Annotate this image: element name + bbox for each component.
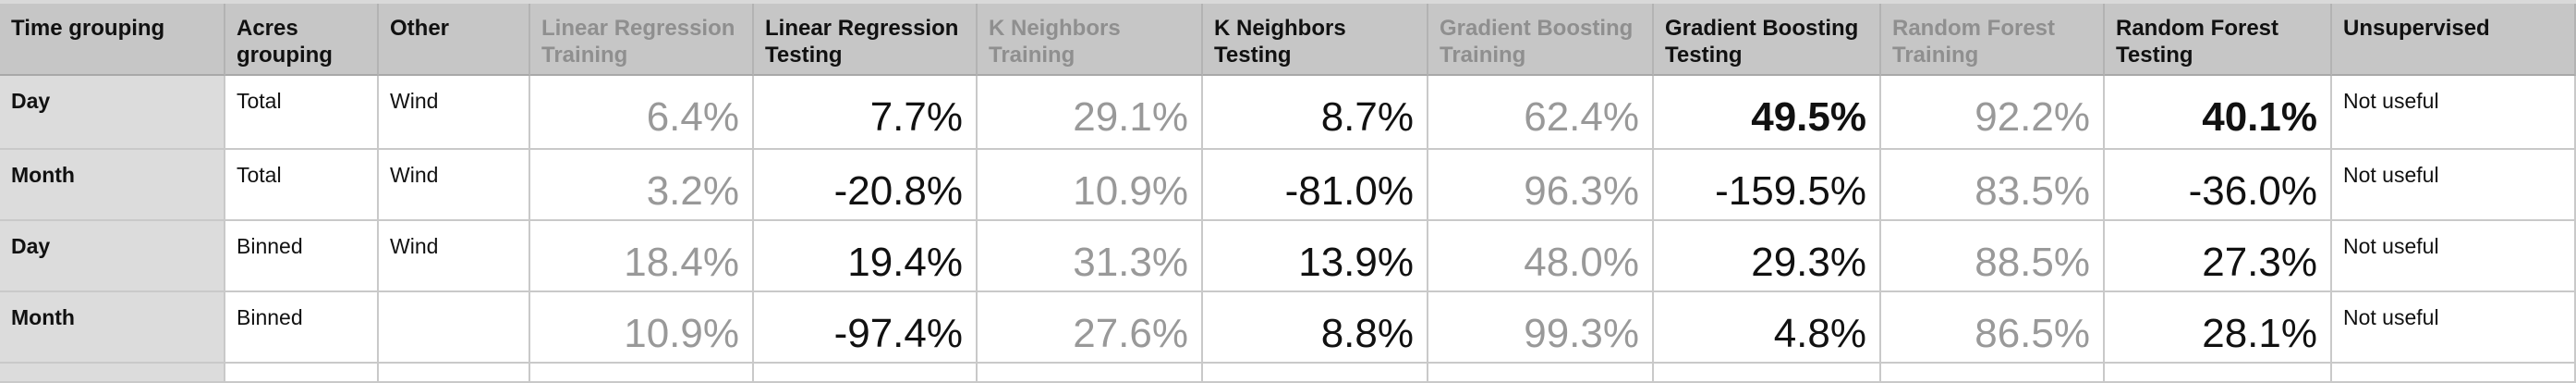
cell-empty[interactable] bbox=[225, 364, 379, 383]
cell-lr-test[interactable]: 7.7% bbox=[754, 76, 978, 150]
cell-empty[interactable] bbox=[530, 364, 754, 383]
cell-rf-test[interactable]: 28.1% bbox=[2105, 292, 2332, 364]
results-table: Time grouping Acres grouping Other Linea… bbox=[0, 4, 2576, 383]
header-gb-training[interactable]: Gradient Boosting Training bbox=[1428, 4, 1654, 76]
cell-kn-test[interactable]: 8.7% bbox=[1203, 76, 1428, 150]
header-other[interactable]: Other bbox=[379, 4, 530, 76]
cell-gb-train[interactable]: 99.3% bbox=[1428, 292, 1654, 364]
cell-acres[interactable]: Total bbox=[225, 150, 379, 221]
cell-empty[interactable] bbox=[1881, 364, 2105, 383]
cell-rf-test[interactable]: 27.3% bbox=[2105, 221, 2332, 292]
cell-unsupervised[interactable]: Not useful bbox=[2332, 292, 2576, 364]
cell-kn-train[interactable]: 27.6% bbox=[978, 292, 1203, 364]
cell-kn-train[interactable]: 31.3% bbox=[978, 221, 1203, 292]
header-lr-testing[interactable]: Linear Regression Testing bbox=[754, 4, 978, 76]
header-kn-testing[interactable]: K Neighbors Testing bbox=[1203, 4, 1428, 76]
cell-other[interactable] bbox=[379, 292, 530, 364]
cell-lr-test[interactable]: -97.4% bbox=[754, 292, 978, 364]
cell-empty[interactable] bbox=[1654, 364, 1881, 383]
cell-rf-train[interactable]: 83.5% bbox=[1881, 150, 2105, 221]
cell-empty[interactable] bbox=[1203, 364, 1428, 383]
cell-acres[interactable]: Total bbox=[225, 76, 379, 150]
cell-rf-train[interactable]: 86.5% bbox=[1881, 292, 2105, 364]
header-acres-grouping[interactable]: Acres grouping bbox=[225, 4, 379, 76]
header-gb-testing[interactable]: Gradient Boosting Testing bbox=[1654, 4, 1881, 76]
cell-unsupervised[interactable]: Not useful bbox=[2332, 150, 2576, 221]
cell-unsupervised[interactable]: Not useful bbox=[2332, 221, 2576, 292]
cell-rf-train[interactable]: 88.5% bbox=[1881, 221, 2105, 292]
cell-time[interactable]: Month bbox=[0, 150, 225, 221]
header-rf-testing[interactable]: Random Forest Testing bbox=[2105, 4, 2332, 76]
cell-lr-train[interactable]: 6.4% bbox=[530, 76, 754, 150]
cell-lr-train[interactable]: 18.4% bbox=[530, 221, 754, 292]
cell-other[interactable]: Wind bbox=[379, 221, 530, 292]
cell-empty[interactable] bbox=[0, 364, 225, 383]
cell-lr-train[interactable]: 10.9% bbox=[530, 292, 754, 364]
cell-empty[interactable] bbox=[754, 364, 978, 383]
header-lr-training[interactable]: Linear Regression Training bbox=[530, 4, 754, 76]
cell-kn-train[interactable]: 29.1% bbox=[978, 76, 1203, 150]
cell-time[interactable]: Month bbox=[0, 292, 225, 364]
cell-rf-train[interactable]: 92.2% bbox=[1881, 76, 2105, 150]
header-kn-training[interactable]: K Neighbors Training bbox=[978, 4, 1203, 76]
cell-time[interactable]: Day bbox=[0, 221, 225, 292]
top-border bbox=[0, 0, 2576, 4]
cell-rf-test[interactable]: 40.1% bbox=[2105, 76, 2332, 150]
cell-gb-test[interactable]: 4.8% bbox=[1654, 292, 1881, 364]
cell-empty[interactable] bbox=[2105, 364, 2332, 383]
cell-gb-test[interactable]: 29.3% bbox=[1654, 221, 1881, 292]
cell-gb-test[interactable]: -159.5% bbox=[1654, 150, 1881, 221]
cell-acres[interactable]: Binned bbox=[225, 221, 379, 292]
cell-gb-train[interactable]: 48.0% bbox=[1428, 221, 1654, 292]
header-unsupervised[interactable]: Unsupervised bbox=[2332, 4, 2576, 76]
cell-empty[interactable] bbox=[379, 364, 530, 383]
cell-rf-test[interactable]: -36.0% bbox=[2105, 150, 2332, 221]
cell-lr-test[interactable]: -20.8% bbox=[754, 150, 978, 221]
cell-empty[interactable] bbox=[2332, 364, 2576, 383]
cell-gb-train[interactable]: 96.3% bbox=[1428, 150, 1654, 221]
cell-other[interactable]: Wind bbox=[379, 76, 530, 150]
cell-gb-train[interactable]: 62.4% bbox=[1428, 76, 1654, 150]
cell-kn-test[interactable]: 13.9% bbox=[1203, 221, 1428, 292]
cell-acres[interactable]: Binned bbox=[225, 292, 379, 364]
header-time-grouping[interactable]: Time grouping bbox=[0, 4, 225, 76]
cell-lr-train[interactable]: 3.2% bbox=[530, 150, 754, 221]
cell-gb-test[interactable]: 49.5% bbox=[1654, 76, 1881, 150]
cell-time[interactable]: Day bbox=[0, 76, 225, 150]
header-rf-training[interactable]: Random Forest Training bbox=[1881, 4, 2105, 76]
cell-unsupervised[interactable]: Not useful bbox=[2332, 76, 2576, 150]
cell-other[interactable]: Wind bbox=[379, 150, 530, 221]
cell-lr-test[interactable]: 19.4% bbox=[754, 221, 978, 292]
cell-kn-test[interactable]: 8.8% bbox=[1203, 292, 1428, 364]
cell-kn-train[interactable]: 10.9% bbox=[978, 150, 1203, 221]
cell-empty[interactable] bbox=[978, 364, 1203, 383]
cell-empty[interactable] bbox=[1428, 364, 1654, 383]
cell-kn-test[interactable]: -81.0% bbox=[1203, 150, 1428, 221]
